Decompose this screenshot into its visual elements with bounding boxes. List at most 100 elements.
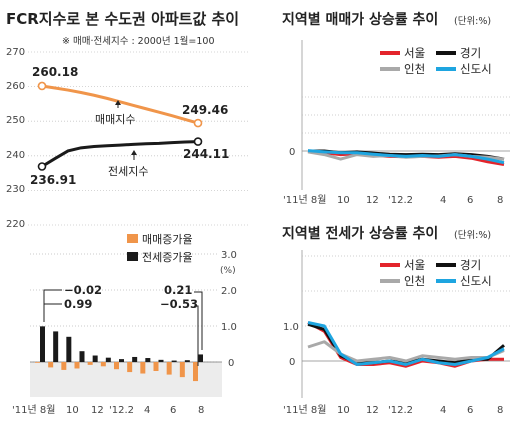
rate-bar-jeonse: [132, 356, 138, 362]
rate-bar-sale: [179, 362, 185, 378]
index-endpoint-1: [193, 137, 203, 146]
sale-rate-end-label: −0.53: [160, 297, 198, 311]
rate-bar-jeonse: [145, 358, 151, 362]
index-tick-260: 260: [6, 81, 25, 92]
rt-legend-gyeonggi: 경기: [460, 46, 481, 60]
left-title: FCR지수로 본 수도권 아파트값 추이: [6, 10, 239, 28]
rate-bar-jeonse: [198, 354, 203, 362]
rate-bar-jeonse: [92, 355, 98, 362]
legend-jeonse-label: 전세증가율: [142, 251, 193, 264]
rb-x-tick-5: 6: [467, 405, 473, 416]
rb-legend-gyeonggi: 경기: [460, 258, 481, 272]
index-tick-220: 220: [6, 219, 25, 230]
index-tick-240: 240: [6, 150, 25, 161]
rate-bar-sale: [193, 362, 198, 382]
jeonse-rate-end-leader: [194, 291, 203, 350]
rt-legend-newtown-swatch: [436, 67, 456, 71]
sale-rate-start-label: −0.02: [64, 283, 102, 297]
rate-bar-sale: [127, 362, 133, 373]
rate-bar-sale: [140, 362, 146, 374]
rb-x-tick-4: 4: [440, 405, 446, 416]
rate-bar-sale: [153, 362, 159, 371]
sale-index-label: 매매지수: [95, 113, 135, 126]
rt-x-tick-1: 10: [337, 195, 350, 206]
index-endpoint-0: [193, 118, 203, 128]
index-tick-230: 230: [6, 184, 25, 195]
left-index-grid: [28, 51, 250, 226]
rate-bar-jeonse: [119, 359, 124, 362]
rb-lines: [307, 321, 505, 368]
rt-x-tick-4: 4: [440, 195, 446, 206]
rt-legend-incheon: 인천: [404, 62, 425, 76]
sale-start-label: 260.18: [32, 65, 78, 79]
rate-bar-jeonse: [66, 336, 72, 362]
jeonse-end-label: 244.11: [183, 147, 229, 161]
left-x-tick-5: 6: [170, 405, 176, 416]
rb-legend-gyeonggi-swatch: [436, 263, 456, 267]
rt-legend-incheon-swatch: [380, 67, 400, 71]
jeonse-index-arrow: [131, 150, 137, 155]
rb-x-tick-6: 8: [497, 405, 503, 416]
rate-tick-1: 1.0: [221, 322, 237, 333]
jeonse-rate-end-label: 0.21: [164, 283, 192, 297]
left-x-tick-6: 8: [198, 405, 204, 416]
region-line-3: [307, 149, 505, 165]
sale-end-label: 249.46: [182, 103, 228, 117]
rb-x-tick-2: 12: [366, 405, 379, 416]
rate-unit: (%): [220, 266, 236, 276]
index-endpoint-0: [37, 81, 47, 91]
rate-bar-sale: [166, 362, 172, 375]
rb-legend-incheon-swatch: [380, 279, 400, 283]
jeonse-start-label: 236.91: [30, 173, 76, 187]
rb-legend-newtown-swatch: [436, 279, 456, 283]
rb-title: 지역별 전세가 상승률 추이: [282, 225, 438, 242]
rt-y-tick-0: 0: [289, 147, 295, 158]
rt-legend-gyeonggi-swatch: [436, 51, 456, 55]
rate-bar-jeonse: [40, 326, 45, 362]
rb-x-tick-0: '11년 8월: [283, 404, 326, 416]
rt-x-tick-0: '11년 8월: [283, 194, 326, 206]
left-rate-bars: [35, 326, 203, 382]
index-line-0: [41, 84, 199, 125]
rb-x-tick-3: '12.2: [388, 405, 413, 416]
rate-bar-sale: [100, 362, 106, 367]
rate-bar-sale: [61, 362, 67, 370]
jeonse-rate-start-label: 0.99: [64, 297, 92, 311]
rate-bar-jeonse: [105, 357, 111, 362]
jeonse-rate-start-leader: [43, 303, 62, 322]
rb-y-tick-1: 1.0: [283, 322, 299, 333]
rate-bar-sale: [35, 362, 40, 363]
rt-x-tick-6: 8: [497, 195, 503, 206]
rt-x-tick-5: 6: [467, 195, 473, 206]
region-line-3: [307, 321, 505, 366]
rate-bar-jeonse: [79, 351, 85, 362]
sale-index-arrow: [115, 100, 121, 105]
right-panel: [264, 0, 520, 427]
rb-legend: 서울 경기 인천 신도시: [380, 258, 492, 288]
rb-legend-incheon: 인천: [404, 274, 425, 288]
rate-bar-sale: [114, 362, 119, 370]
rb-unit: (단위:%): [454, 229, 491, 241]
index-tick-250: 250: [6, 115, 25, 126]
rate-tick-2: 2.0: [221, 286, 237, 297]
rb-y-tick-0: 0: [289, 357, 295, 368]
left-x-tick-2: 12: [91, 405, 104, 416]
sale-rate-end-leader: [194, 305, 199, 366]
rb-legend-seoul: 서울: [404, 258, 425, 272]
rate-bar-jeonse: [184, 360, 190, 362]
index-line-1: [41, 140, 199, 168]
rt-legend: 서울 경기 인천 신도시: [380, 46, 492, 76]
legend-sale-label: 매매증가율: [142, 233, 193, 246]
index-tick-270: 270: [6, 47, 25, 58]
rt-legend-seoul: 서울: [404, 46, 425, 60]
rate-bar-sale: [74, 362, 80, 369]
rate-tick-3: 3.0: [221, 250, 237, 261]
left-x-tick-0: '11년 8월: [12, 404, 55, 416]
legend-sale-swatch: [127, 234, 138, 243]
index-endpoint-1: [37, 162, 47, 171]
left-x-tick-1: 10: [66, 405, 79, 416]
rt-legend-newtown: 신도시: [460, 62, 492, 76]
rt-unit: (단위:%): [454, 15, 491, 27]
rate-bar-sale: [48, 362, 54, 368]
